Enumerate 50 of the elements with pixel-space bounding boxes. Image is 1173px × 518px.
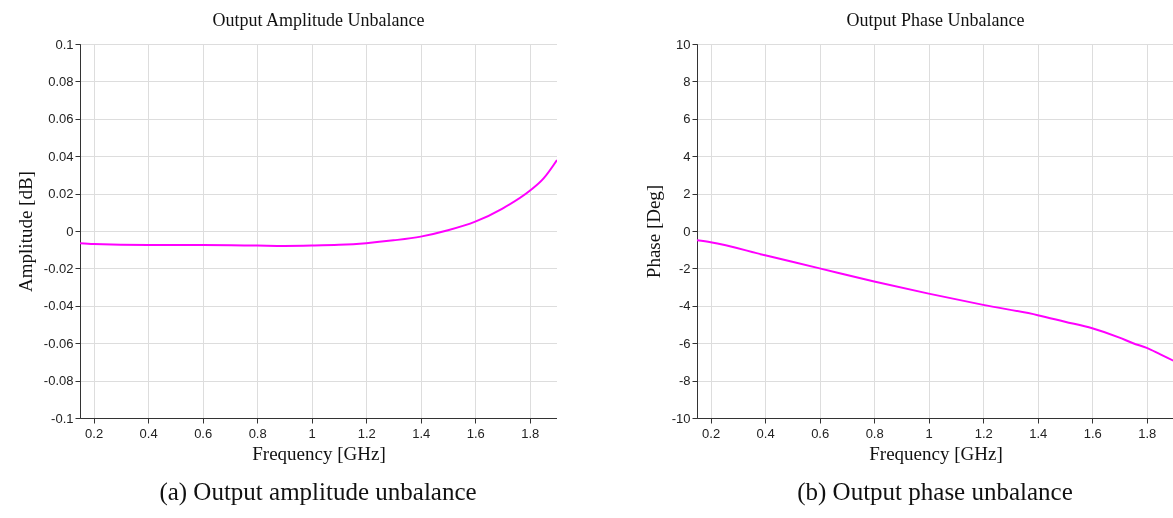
y-tick-label: 0	[66, 223, 74, 239]
x-tick-label: 0.8	[248, 425, 267, 441]
x-axis-title: Frequency [GHz]	[252, 442, 386, 464]
x-tick-label: 1.8	[1138, 425, 1157, 441]
y-tick-label: 0.04	[48, 148, 74, 164]
y-tick-label: 8	[683, 73, 691, 89]
y-tick-label: 10	[676, 36, 691, 52]
y-tick-label: -4	[678, 298, 691, 314]
line-series	[697, 239, 1173, 362]
y-tick-label: -2	[678, 260, 691, 276]
x-tick-label: 0.4	[139, 425, 158, 441]
x-tick-label: 0.2	[85, 425, 104, 441]
y-tick-label: -0.06	[43, 335, 74, 351]
x-tick-label: 1.6	[466, 425, 485, 441]
chart-title: Output Amplitude Unbalance	[212, 10, 425, 30]
x-tick-label: 1	[308, 425, 316, 441]
y-tick-label: 0.06	[48, 111, 74, 127]
y-tick-label: 0.08	[48, 73, 74, 89]
x-axis-title: Frequency [GHz]	[869, 442, 1003, 464]
y-tick-label: -0.04	[43, 298, 74, 314]
y-tick-label: -10	[671, 410, 691, 426]
text: (a) Output amplitude unbalance	[158, 478, 478, 506]
y-tick-label: -0.08	[43, 373, 74, 389]
y-axis-title: Phase [Deg]	[642, 184, 664, 279]
x-tick-label: 1.8	[521, 425, 540, 441]
text: (b) Output phase unbalance	[796, 478, 1074, 506]
y-tick-label: -8	[678, 373, 691, 389]
x-tick-label: 1.4	[1029, 425, 1048, 441]
y-tick-label: 2	[683, 186, 691, 202]
x-tick-label: 1.2	[974, 425, 993, 441]
x-tick-label: 1.6	[1083, 425, 1102, 441]
x-tick-label: 1.4	[412, 425, 431, 441]
x-tick-label: 1	[925, 425, 933, 441]
chart-title: Output Phase Unbalance	[846, 10, 1025, 30]
line-series	[80, 158, 557, 247]
x-tick-label: 0.8	[865, 425, 884, 441]
y-tick-label: 4	[683, 148, 691, 164]
x-tick-label: 0.2	[702, 425, 721, 441]
x-tick-label: 0.4	[756, 425, 775, 441]
y-axis-title: Amplitude [dB]	[14, 171, 36, 292]
y-tick-label: 0.02	[48, 186, 74, 202]
y-tick-label: -0.1	[51, 410, 74, 426]
x-tick-label: 0.6	[194, 425, 213, 441]
x-tick-label: 0.6	[811, 425, 830, 441]
y-tick-label: -0.02	[43, 260, 74, 276]
y-tick-label: 6	[683, 111, 691, 127]
x-tick-label: 1.2	[357, 425, 376, 441]
y-tick-label: -6	[678, 335, 691, 351]
y-tick-label: 0	[683, 223, 691, 239]
y-tick-label: 0.1	[55, 36, 74, 52]
